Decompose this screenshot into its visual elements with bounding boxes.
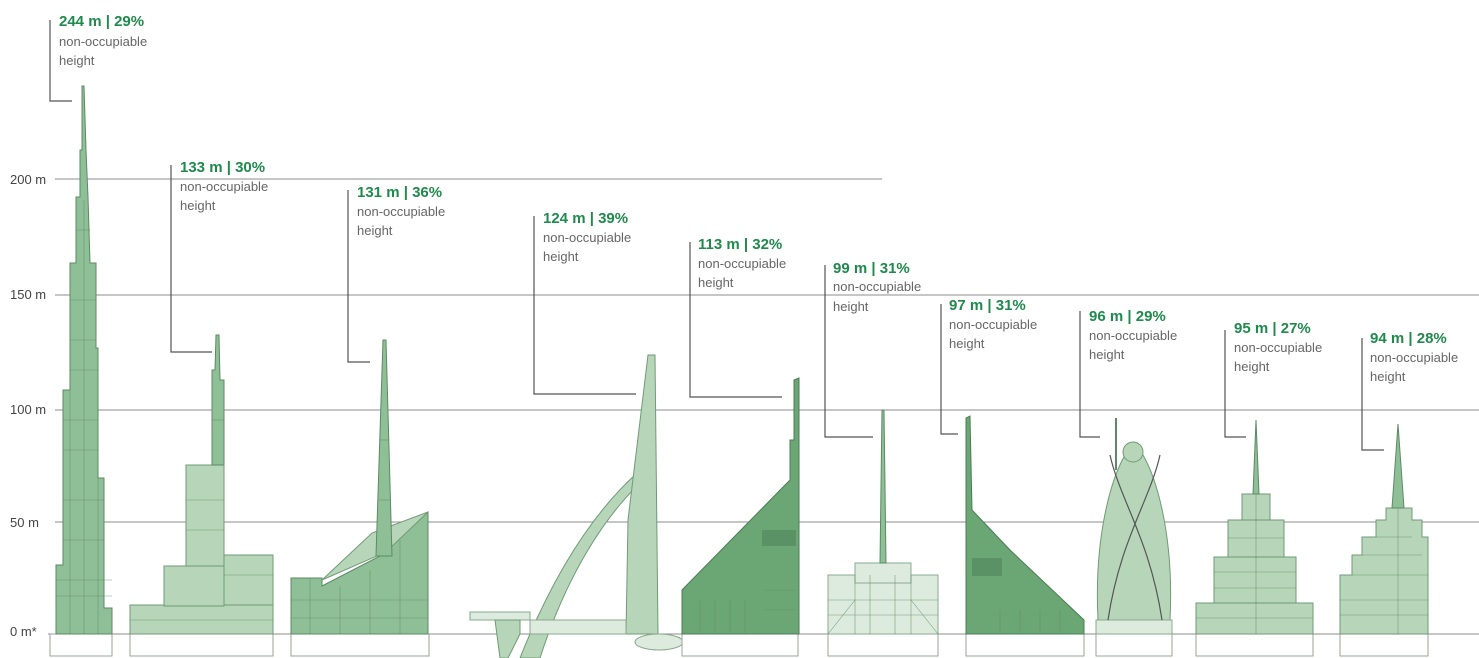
callout-2-desc2: height: [180, 198, 216, 213]
building-7: [940, 304, 1085, 657]
building-1: [49, 20, 113, 657]
callout-3-desc1: non-occupiable: [357, 204, 445, 219]
callout-2-value: 133 m | 30%: [180, 159, 265, 176]
building-3: [290, 190, 430, 657]
callout-9: 95 m | 27% non-occupiable height: [1234, 320, 1322, 374]
callout-4-value: 124 m | 39%: [543, 210, 628, 227]
callout-7-desc2: height: [949, 336, 985, 351]
callout-7: 97 m | 31% non-occupiable height: [949, 297, 1037, 351]
callout-3: 131 m | 36% non-occupiable height: [357, 184, 445, 238]
callout-2: 133 m | 30% non-occupiable height: [180, 159, 268, 213]
axis-label-100: 100 m: [10, 402, 46, 417]
callout-7-value: 97 m | 31%: [949, 297, 1026, 314]
callout-8-desc1: non-occupiable: [1089, 328, 1177, 343]
building-2: [129, 165, 274, 657]
callout-10: 94 m | 28% non-occupiable height: [1370, 330, 1458, 384]
callout-4: 124 m | 39% non-occupiable height: [543, 210, 631, 264]
callout-5-desc2: height: [698, 275, 734, 290]
callout-5-value: 113 m | 32%: [698, 236, 782, 253]
callout-8-value: 96 m | 29%: [1089, 308, 1166, 325]
building-8: [1079, 311, 1173, 657]
axis-label-50: 50 m: [10, 515, 39, 530]
callout-9-desc2: height: [1234, 359, 1270, 374]
callout-4-desc1: non-occupiable: [543, 230, 631, 245]
callout-5: 113 m | 32% non-occupiable height: [698, 236, 786, 290]
callout-1-value: 244 m | 29%: [59, 13, 144, 30]
building-6: [824, 265, 939, 657]
callout-9-value: 95 m | 27%: [1234, 320, 1311, 337]
building-10: [1339, 338, 1429, 657]
callout-2-desc1: non-occupiable: [180, 179, 268, 194]
building-4: [469, 216, 684, 658]
callout-8: 96 m | 29% non-occupiable height: [1089, 308, 1177, 362]
building-9: [1195, 330, 1314, 657]
callout-6-value: 99 m | 31%: [833, 260, 910, 277]
building-5: [681, 242, 800, 657]
callout-10-desc2: height: [1370, 369, 1406, 384]
callout-1: 244 m | 29% non-occupiable height: [59, 13, 147, 68]
callout-6-desc1: non-occupiable: [833, 279, 921, 294]
callout-10-value: 94 m | 28%: [1370, 330, 1447, 347]
callout-6: 99 m | 31% non-occupiable height: [833, 260, 921, 314]
callout-1-desc2: height: [59, 53, 95, 68]
callout-3-desc2: height: [357, 223, 393, 238]
callout-7-desc1: non-occupiable: [949, 317, 1037, 332]
callout-10-desc1: non-occupiable: [1370, 350, 1458, 365]
axis-label-150: 150 m: [10, 287, 46, 302]
axis-label-200: 200 m: [10, 172, 46, 187]
axis-label-0: 0 m*: [10, 624, 37, 639]
callout-6-desc2: height: [833, 299, 869, 314]
callout-4-desc2: height: [543, 249, 579, 264]
callout-1-desc1: non-occupiable: [59, 34, 147, 49]
callout-9-desc1: non-occupiable: [1234, 340, 1322, 355]
height-axis-labels: 200 m 150 m 100 m 50 m 0 m*: [10, 172, 46, 639]
callout-5-desc1: non-occupiable: [698, 256, 786, 271]
callout-8-desc2: height: [1089, 347, 1125, 362]
callout-3-value: 131 m | 36%: [357, 184, 442, 201]
